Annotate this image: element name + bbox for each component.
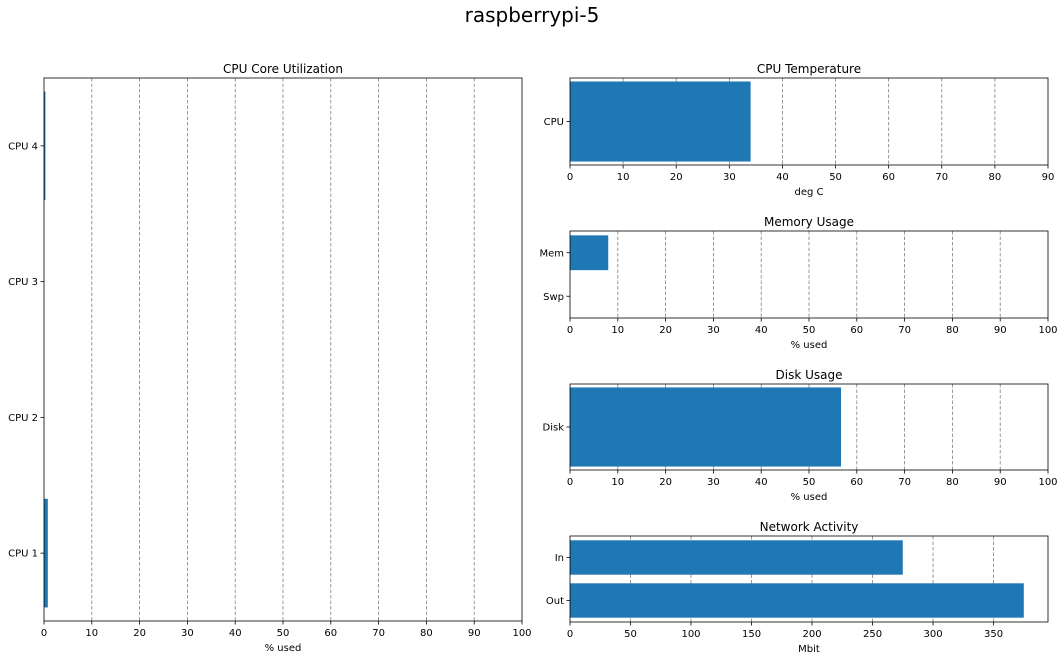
- chart-title: CPU Temperature: [757, 62, 861, 76]
- x-tick-label: 90: [468, 628, 481, 639]
- x-tick-label: 50: [803, 477, 816, 488]
- x-tick-label: 70: [898, 325, 911, 336]
- x-axis-label: Mbit: [798, 644, 820, 655]
- x-tick-label: 150: [742, 629, 761, 640]
- x-tick-label: 70: [898, 477, 911, 488]
- bar: [44, 91, 46, 201]
- x-tick-label: 40: [755, 325, 768, 336]
- x-tick-label: 30: [181, 628, 194, 639]
- x-tick-label: 50: [803, 325, 816, 336]
- x-tick-label: 10: [85, 628, 98, 639]
- y-tick-label: Out: [546, 596, 564, 607]
- chart-1: CPU 0 10 20 30 40 50 60 70 80 90 CPU Temperature deg…: [544, 62, 1055, 198]
- x-tick-label: 100: [1038, 325, 1057, 336]
- y-tick-label: Disk: [543, 423, 565, 434]
- bar: [570, 81, 751, 162]
- x-tick-label: 30: [707, 477, 720, 488]
- x-tick-label: 80: [989, 172, 1002, 183]
- y-tick-label: CPU 4: [8, 141, 38, 152]
- x-axis-label: % used: [791, 340, 828, 351]
- x-tick-label: 0: [567, 477, 573, 488]
- x-tick-label: 60: [324, 628, 337, 639]
- bar: [570, 235, 609, 271]
- x-tick-label: 50: [624, 629, 637, 640]
- x-tick-label: 0: [567, 172, 573, 183]
- x-tick-label: 90: [994, 325, 1007, 336]
- x-tick-label: 40: [776, 172, 789, 183]
- x-tick-label: 250: [863, 629, 882, 640]
- x-tick-label: 20: [133, 628, 146, 639]
- bar: [570, 583, 1024, 618]
- x-tick-label: 100: [681, 629, 700, 640]
- y-tick-label: In: [555, 553, 564, 564]
- x-tick-label: 20: [659, 477, 672, 488]
- x-tick-label: 50: [277, 628, 290, 639]
- x-tick-label: 20: [659, 325, 672, 336]
- chart-title: Memory Usage: [764, 215, 854, 229]
- x-tick-label: 60: [850, 325, 863, 336]
- chart-2: Swp Mem 0 10 20 30 40 50 60 70 80 90 100 Memory Usage…: [539, 215, 1057, 351]
- x-tick-label: 90: [1042, 172, 1055, 183]
- y-tick-label: CPU 2: [8, 413, 38, 424]
- x-tick-label: 30: [723, 172, 736, 183]
- chart-0: CPU 1 CPU 2 CPU 3 CPU 4 0 10 20 30 40 50 60 70 80 90 1…: [8, 62, 531, 654]
- x-axis-label: % used: [791, 492, 828, 503]
- y-tick-label: CPU 3: [8, 277, 38, 288]
- x-tick-label: 100: [512, 628, 531, 639]
- x-tick-label: 0: [41, 628, 47, 639]
- x-tick-label: 350: [984, 629, 1003, 640]
- x-tick-label: 80: [946, 477, 959, 488]
- chart-title: Disk Usage: [776, 368, 843, 382]
- chart-title: Network Activity: [760, 520, 859, 534]
- x-axis-label: % used: [265, 643, 302, 654]
- x-tick-label: 10: [617, 172, 630, 183]
- y-tick-label: Mem: [539, 248, 564, 259]
- x-tick-label: 40: [229, 628, 242, 639]
- x-tick-label: 200: [802, 629, 821, 640]
- x-tick-label: 70: [935, 172, 948, 183]
- x-tick-label: 80: [420, 628, 433, 639]
- figure-title: raspberrypi-5: [465, 3, 600, 27]
- axes-frame: [569, 383, 1049, 471]
- x-tick-label: 40: [755, 477, 768, 488]
- x-tick-label: 70: [372, 628, 385, 639]
- bar: [570, 540, 903, 575]
- axes-frame: [43, 77, 523, 622]
- x-tick-label: 50: [829, 172, 842, 183]
- chart-title: CPU Core Utilization: [223, 62, 343, 76]
- x-axis-label: deg C: [794, 187, 823, 198]
- x-tick-label: 0: [567, 629, 573, 640]
- x-tick-label: 0: [567, 325, 573, 336]
- x-tick-label: 20: [670, 172, 683, 183]
- x-tick-label: 100: [1038, 477, 1057, 488]
- axes-frame: [569, 230, 1049, 319]
- x-tick-label: 90: [994, 477, 1007, 488]
- y-tick-label: Swp: [543, 292, 564, 303]
- x-tick-label: 10: [611, 477, 624, 488]
- bar: [44, 498, 48, 608]
- chart-4: Out In 0 50 100 150 200 250 300 350 Network Activi…: [546, 520, 1049, 655]
- x-tick-label: 60: [850, 477, 863, 488]
- x-tick-label: 10: [611, 325, 624, 336]
- y-tick-label: CPU 1: [8, 549, 38, 560]
- bar: [570, 387, 842, 467]
- x-tick-label: 80: [946, 325, 959, 336]
- y-tick-label: CPU: [544, 117, 564, 128]
- x-tick-label: 30: [707, 325, 720, 336]
- x-tick-label: 60: [882, 172, 895, 183]
- chart-3: Disk 0 10 20 30 40 50 60 70 80 90 100 Disk Usage % us…: [543, 368, 1058, 503]
- axes-frame: [569, 535, 1049, 623]
- x-tick-label: 300: [923, 629, 942, 640]
- axes-frame: [569, 77, 1049, 166]
